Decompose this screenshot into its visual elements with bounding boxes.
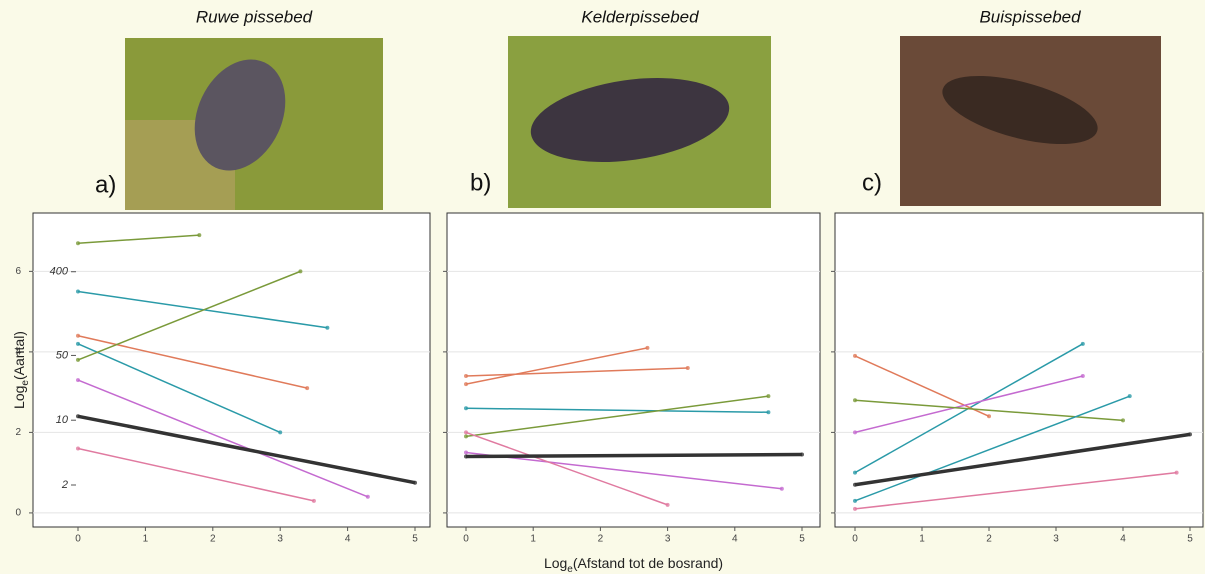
site-line-point <box>853 398 857 402</box>
site-line-point <box>645 346 649 350</box>
site-line-point <box>197 233 201 237</box>
y-axis-label-rest: (Aantal) <box>11 331 27 380</box>
photo-b <box>508 36 771 208</box>
site-line-point <box>853 430 857 434</box>
site-line-point <box>278 430 282 434</box>
site-line-point <box>76 378 80 382</box>
site-line-point <box>366 495 370 499</box>
trend-line-point <box>413 481 417 485</box>
panel-title: Buispissebed <box>979 7 1081 26</box>
x-tick-label: 1 <box>919 534 925 545</box>
x-tick-label: 2 <box>986 534 992 545</box>
y-tick-label: 0 <box>15 508 21 519</box>
site-line-point <box>76 342 80 346</box>
site-line-point <box>312 499 316 503</box>
site-line-point <box>464 406 468 410</box>
panel-letter: b) <box>470 169 491 196</box>
site-line-point <box>464 434 468 438</box>
trend-line-point <box>76 414 80 418</box>
y-tick-label: 2 <box>15 427 21 438</box>
site-line-point <box>298 269 302 273</box>
site-line-point <box>686 366 690 370</box>
site-line-point <box>987 414 991 418</box>
x-tick-label: 4 <box>732 534 738 545</box>
trend-line-point <box>1188 432 1192 436</box>
x-tick-label: 1 <box>143 534 149 545</box>
photo-a <box>125 38 383 210</box>
figure: Ruwe pissebeda)024621050400012345Loge(Aa… <box>0 0 1205 574</box>
y-tick-label: 6 <box>15 266 21 277</box>
site-line-point <box>325 326 329 330</box>
count-tick-label: 400 <box>50 266 69 278</box>
trend-line <box>466 455 802 457</box>
site-line-point <box>766 410 770 414</box>
site-line-point <box>1175 471 1179 475</box>
trend-line-point <box>853 483 857 487</box>
count-tick-label: 50 <box>56 349 69 361</box>
site-line-point <box>76 447 80 451</box>
y-axis-label-base: Log <box>11 386 27 409</box>
plot-area <box>33 213 430 527</box>
x-tick-label: 3 <box>277 534 283 545</box>
panel-letter: a) <box>95 171 116 198</box>
site-line-point <box>464 382 468 386</box>
site-line-point <box>853 471 857 475</box>
site-line-point <box>76 290 80 294</box>
x-tick-label: 4 <box>1120 534 1126 545</box>
site-line-point <box>464 430 468 434</box>
photo-c <box>900 36 1161 206</box>
panel-letter: c) <box>862 169 882 196</box>
site-line-point <box>1081 374 1085 378</box>
site-line-point <box>853 507 857 511</box>
x-tick-label: 2 <box>598 534 604 545</box>
site-line-point <box>766 394 770 398</box>
site-line-point <box>853 499 857 503</box>
site-line-point <box>1081 342 1085 346</box>
site-line-point <box>76 334 80 338</box>
trend-line-point <box>800 453 804 457</box>
panel-title: Kelderpissebed <box>581 7 699 26</box>
x-tick-label: 1 <box>530 534 536 545</box>
site-line-point <box>76 241 80 245</box>
x-axis-label-base: Log <box>544 555 567 571</box>
count-tick-label: 2 <box>61 479 68 491</box>
x-tick-label: 5 <box>1187 534 1193 545</box>
site-line-point <box>853 354 857 358</box>
x-tick-label: 0 <box>75 534 81 545</box>
site-line-point <box>1121 418 1125 422</box>
x-tick-label: 3 <box>665 534 671 545</box>
x-tick-label: 5 <box>799 534 805 545</box>
x-tick-label: 3 <box>1053 534 1059 545</box>
site-line-point <box>464 374 468 378</box>
site-line-point <box>464 451 468 455</box>
site-line-point <box>1128 394 1132 398</box>
count-tick-label: 10 <box>56 414 69 426</box>
x-tick-label: 5 <box>412 534 418 545</box>
site-line-point <box>76 358 80 362</box>
x-axis-label-rest: (Afstand tot de bosrand) <box>573 555 723 571</box>
site-line-point <box>780 487 784 491</box>
panel-title: Ruwe pissebed <box>196 7 313 26</box>
site-line-point <box>305 386 309 390</box>
x-tick-label: 0 <box>852 534 858 545</box>
site-line-point <box>666 503 670 507</box>
x-tick-label: 4 <box>345 534 351 545</box>
trend-line-point <box>464 455 468 459</box>
x-tick-label: 0 <box>463 534 469 545</box>
x-tick-label: 2 <box>210 534 216 545</box>
